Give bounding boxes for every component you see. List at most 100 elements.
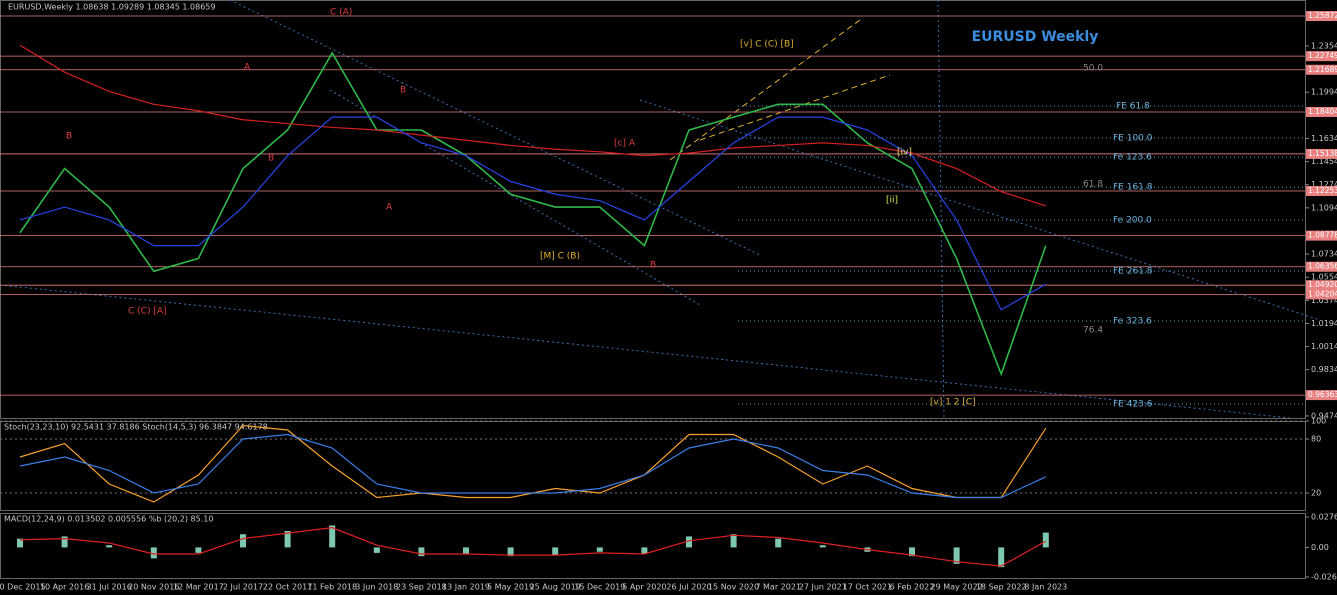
series-line — [19, 527, 1047, 567]
annotation: B — [400, 86, 406, 96]
macd-title: MACD(12,24,9) 0.013502 0.005556 %b (20,2… — [4, 515, 213, 524]
annotation: C (A) — [330, 8, 352, 18]
annotation: [c] A — [614, 139, 636, 149]
level-box — [1306, 280, 1337, 291]
histogram-bar — [240, 534, 246, 548]
histogram-bar — [686, 536, 692, 548]
y-tick-label: 1.03740 — [1311, 296, 1337, 305]
x-tick-label: 25 Aug 2019 — [530, 583, 581, 592]
x-tick-label: 13 Jan 2019 — [442, 583, 490, 592]
histogram-bar — [463, 547, 469, 554]
x-tick-label: 27 Jun 2021 — [799, 583, 847, 592]
x-tick-label: 10 Apr 2016 — [40, 583, 89, 592]
histogram-bar — [329, 525, 336, 548]
annotation: [v] C (C) [B] — [740, 40, 794, 50]
level-box — [1306, 261, 1337, 272]
y-tick-label: 1.16340 — [1311, 134, 1337, 143]
level-label: 1.08778 — [1308, 231, 1337, 240]
y-tick-label: 1.14540 — [1311, 157, 1337, 166]
histogram-bar — [775, 538, 782, 548]
level-label: 1.21689 — [1308, 65, 1337, 74]
x-tick-label: 15 Nov 2020 — [708, 583, 759, 592]
annotation: 50.0 — [1083, 64, 1103, 74]
level-label: 1.04204 — [1308, 289, 1337, 298]
level-box — [1306, 230, 1337, 241]
histogram-bar — [641, 547, 648, 554]
y-tick-label: 1.19940 — [1311, 88, 1337, 97]
level-label: 1.25872 — [1308, 11, 1337, 20]
x-tick-label: 12 Mar 2017 — [173, 583, 224, 592]
annotation: FE 261.8 — [1113, 267, 1153, 277]
level-box — [1306, 185, 1337, 196]
y-tick-label: 100 — [1311, 417, 1326, 426]
x-tick-label: 6 Feb 2022 — [890, 583, 935, 592]
annotation: Fe 323.6 — [1113, 317, 1152, 327]
x-tick-label: 3 Jun 2018 — [355, 583, 398, 592]
annotation: [iv] — [897, 148, 912, 158]
annotation: B — [650, 261, 656, 271]
y-tick-label: 0.00 — [1311, 543, 1329, 552]
annotation: A — [244, 63, 251, 73]
annotation: FE 161.8 — [1113, 183, 1153, 193]
annotation: 76.4 — [1083, 326, 1103, 336]
x-tick-label: 29 May 2022 — [931, 583, 983, 592]
x-tick-label: 22 Oct 2017 — [263, 583, 312, 592]
histogram-bar — [507, 547, 514, 557]
annotation: [v] 1 2 [C] — [930, 398, 976, 408]
frames — [0, 0, 1306, 579]
y-tick-label: 0.94740 — [1311, 411, 1337, 420]
x-tick-label: 15 Dec 2019 — [574, 583, 625, 592]
histogram-bar — [106, 545, 113, 548]
histogram-bar — [596, 547, 603, 552]
annotation: B — [66, 132, 72, 142]
histogram-bar — [1042, 532, 1049, 548]
level-box — [1306, 390, 1337, 401]
level-box — [1306, 106, 1337, 117]
channel-lines — [669, 19, 891, 161]
x-tick-label: 20 Dec 2015 — [0, 583, 46, 592]
histogram-bar — [17, 538, 23, 548]
annotation: [ii] — [886, 196, 898, 206]
histogram-bar — [552, 547, 559, 556]
x-tick-label: 20 Nov 2016 — [128, 583, 179, 592]
annotation: C (C) [A] — [128, 307, 167, 317]
histogram-bar — [953, 547, 960, 564]
y-tick-label: 1.01940 — [1311, 319, 1337, 328]
histogram-bar — [909, 547, 915, 557]
stoch-title: Stoch(23,23,10) 92.5431 37.8186 Stoch(14… — [4, 423, 268, 432]
y-tick-label: 20 — [1311, 489, 1321, 498]
level-box — [1306, 51, 1337, 62]
level-box — [1306, 11, 1337, 22]
x-tick-label: 23 Sep 2018 — [396, 583, 447, 592]
x-tick-label: 8 Jan 2023 — [1024, 583, 1067, 592]
series-line — [19, 44, 1046, 207]
annotation: A — [386, 203, 393, 213]
x-tick-label: 17 Oct 2021 — [843, 583, 892, 592]
x-tick-label: 18 Sep 2022 — [976, 583, 1027, 592]
annotation: FE 61.8 — [1116, 102, 1150, 112]
x-tick-label: 7 Mar 2021 — [755, 583, 801, 592]
histogram-bar — [284, 530, 291, 548]
level-label: 1.15138 — [1308, 149, 1337, 158]
annotation: FE 100.0 — [1113, 134, 1153, 144]
y-tick-label: 80 — [1311, 435, 1321, 444]
y-tick-label: 1.07340 — [1311, 250, 1337, 259]
histogram-bar — [819, 545, 826, 548]
level-box — [1306, 148, 1337, 159]
histogram-bar — [195, 547, 202, 553]
y-tick-label: 0.027679 — [1311, 513, 1337, 522]
series-line — [19, 116, 1047, 311]
chart-subtitle: EURUSD Weekly — [972, 29, 1099, 45]
level-label: 1.22749 — [1308, 51, 1337, 60]
x-tick-label: 5 May 2019 — [487, 583, 534, 592]
histogram-bar — [150, 547, 157, 559]
level-label: 1.18404 — [1308, 107, 1337, 116]
y-tick-label: -0.026949 — [1311, 572, 1337, 581]
histogram-bar — [373, 547, 380, 553]
series-line — [19, 433, 1047, 499]
annotation: [M] C (B) — [540, 252, 580, 262]
